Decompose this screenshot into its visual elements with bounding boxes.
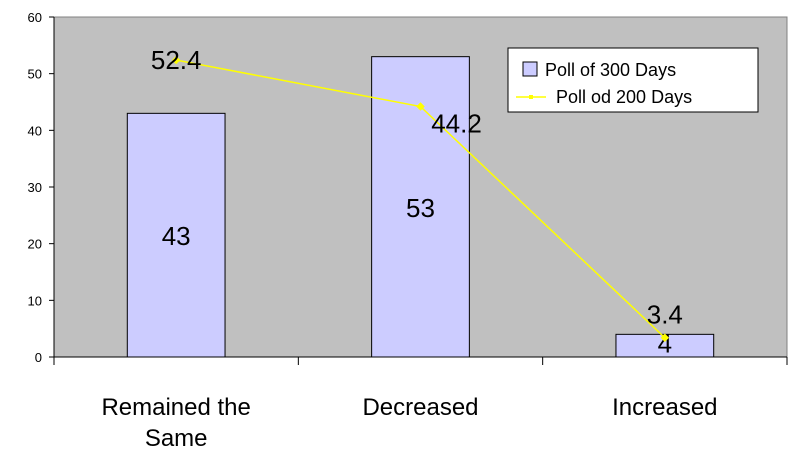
legend: Poll of 300 Days Poll od 200 Days	[507, 47, 759, 113]
category-label: Decreased	[362, 394, 478, 421]
legend-label-bar: Poll of 300 Days	[545, 60, 676, 80]
y-tick-label: 10	[28, 293, 42, 308]
bar-data-labels: 43 53 4	[162, 193, 672, 359]
y-tick-label: 60	[28, 10, 42, 25]
y-tick-label: 0	[35, 350, 42, 365]
line-data-label: 44.2	[431, 109, 482, 139]
legend-box	[507, 47, 759, 113]
y-tick-label: 30	[28, 180, 42, 195]
category-label: Increased	[612, 394, 717, 421]
legend-label-line: Poll od 200 Days	[556, 87, 692, 107]
y-tick-label: 40	[28, 123, 42, 138]
line-series	[171, 55, 670, 342]
bar	[126, 112, 226, 358]
category-label: Remained the Same	[101, 394, 250, 452]
legend-swatch-marker	[529, 95, 533, 99]
y-tick-label: 20	[28, 237, 42, 252]
bar-data-label: 53	[406, 193, 435, 223]
bar-data-label: 43	[162, 221, 191, 251]
bar-data-label: 4	[658, 328, 672, 358]
legend-swatch-bar	[522, 61, 538, 77]
line-data-label: 52.4	[151, 45, 202, 75]
y-ticks: 0 10 20 30 40 50 60	[28, 10, 54, 365]
line-data-label: 3.4	[647, 300, 683, 330]
line-data-labels: 52.4 44.2 3.4	[151, 45, 683, 330]
category-labels: Remained the Same Decreased Increased	[101, 394, 717, 452]
y-tick-label: 50	[28, 67, 42, 82]
line-point	[171, 55, 181, 65]
line-point	[416, 102, 425, 111]
x-ticks	[53, 357, 788, 365]
line-point	[660, 333, 670, 342]
